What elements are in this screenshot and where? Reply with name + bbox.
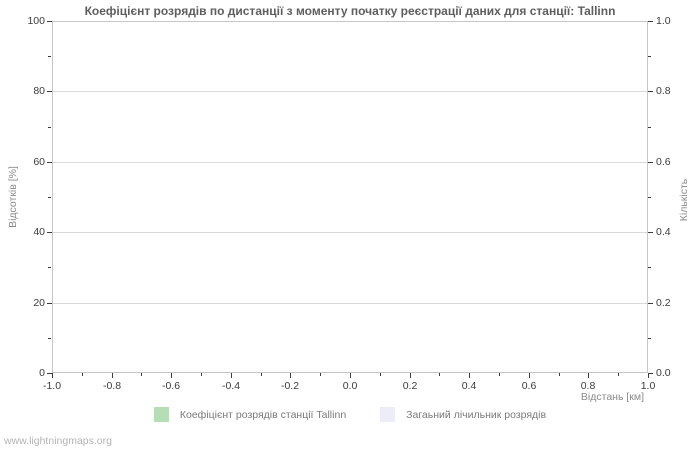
legend-item-total-counter: Загаьний лічильник розрядів xyxy=(380,407,546,422)
gridline-h xyxy=(53,91,647,92)
y-left-major-tick xyxy=(47,373,52,374)
y-left-major-tick xyxy=(47,162,52,163)
y-axis-left-label: Відсотків [%] xyxy=(7,166,19,228)
y-left-tick-label: 40 xyxy=(33,226,45,238)
x-major-tick xyxy=(231,373,232,378)
x-tick-label: -1.0 xyxy=(42,380,62,392)
y-left-major-tick xyxy=(47,91,52,92)
y-right-tick-label: 0.6 xyxy=(656,156,671,168)
x-axis-label: Відстань [км] xyxy=(580,391,644,403)
y-axis-right-label: Кількість xyxy=(678,178,690,222)
x-tick-label: 0.4 xyxy=(461,380,477,392)
legend-swatch-total-counter xyxy=(380,407,396,422)
gridline-h xyxy=(53,162,647,163)
y-left-major-tick xyxy=(47,232,52,233)
y-left-tick-label: 0 xyxy=(39,367,45,379)
x-minor-tick xyxy=(618,373,619,376)
y-right-tick-label: 0.0 xyxy=(656,367,671,379)
x-minor-tick xyxy=(559,373,560,376)
legend-swatch-coefficient xyxy=(153,407,169,422)
y-right-minor-tick xyxy=(648,127,651,128)
y-left-major-tick xyxy=(47,303,52,304)
y-right-tick-label: 1.0 xyxy=(656,15,671,27)
x-tick-label: 0.6 xyxy=(521,380,537,392)
x-minor-tick xyxy=(82,373,83,376)
x-major-tick xyxy=(588,373,589,378)
legend-item-coefficient: Коефіцієнт розрядів станції Tallinn xyxy=(153,407,347,422)
x-major-tick xyxy=(529,373,530,378)
y-left-minor-tick xyxy=(48,56,51,57)
y-left-minor-tick xyxy=(48,338,51,339)
gridline-h xyxy=(53,232,647,233)
x-minor-tick xyxy=(141,373,142,376)
x-tick-label: -0.4 xyxy=(221,380,241,392)
y-left-tick-label: 80 xyxy=(33,85,45,97)
x-tick-label: -0.8 xyxy=(102,380,122,392)
y-right-minor-tick xyxy=(648,56,651,57)
x-major-tick xyxy=(290,373,291,378)
gridline-h xyxy=(53,303,647,304)
y-left-tick-label: 100 xyxy=(27,15,45,27)
y-right-major-tick xyxy=(648,373,653,374)
y-right-minor-tick xyxy=(648,267,651,268)
chart-title: Коефіцієнт розрядів по дистанції з момен… xyxy=(84,4,616,18)
y-right-minor-tick xyxy=(648,338,651,339)
x-major-tick xyxy=(469,373,470,378)
legend-label-total-counter: Загаьний лічильник розрядів xyxy=(406,408,547,421)
y-right-major-tick xyxy=(648,232,653,233)
x-minor-tick xyxy=(201,373,202,376)
y-right-major-tick xyxy=(648,162,653,163)
y-left-minor-tick xyxy=(48,267,51,268)
x-major-tick xyxy=(350,373,351,378)
y-right-minor-tick xyxy=(648,197,651,198)
x-minor-tick xyxy=(380,373,381,376)
y-right-major-tick xyxy=(648,91,653,92)
x-minor-tick xyxy=(439,373,440,376)
x-tick-label: -0.2 xyxy=(280,380,300,392)
watermark: www.lightningmaps.org xyxy=(4,435,112,447)
y-left-tick-label: 60 xyxy=(33,156,45,168)
y-left-tick-label: 20 xyxy=(33,297,45,309)
y-right-major-tick xyxy=(648,21,653,22)
x-tick-label: 0.0 xyxy=(342,380,358,392)
y-left-minor-tick xyxy=(48,127,51,128)
x-major-tick xyxy=(171,373,172,378)
x-minor-tick xyxy=(261,373,262,376)
x-minor-tick xyxy=(320,373,321,376)
x-major-tick xyxy=(410,373,411,378)
x-tick-label: 0.8 xyxy=(580,380,596,392)
plot-area xyxy=(52,21,648,373)
x-tick-label: -0.6 xyxy=(161,380,181,392)
x-major-tick xyxy=(648,373,649,378)
x-major-tick xyxy=(112,373,113,378)
y-right-major-tick xyxy=(648,303,653,304)
x-minor-tick xyxy=(499,373,500,376)
y-right-tick-label: 0.8 xyxy=(656,85,671,97)
x-major-tick xyxy=(52,373,53,378)
y-left-major-tick xyxy=(47,21,52,22)
y-right-tick-label: 0.2 xyxy=(656,297,671,309)
y-left-minor-tick xyxy=(48,197,51,198)
legend: Коефіцієнт розрядів станції Tallinn Зага… xyxy=(0,407,700,422)
x-tick-label: 1.0 xyxy=(640,380,656,392)
x-tick-label: 0.2 xyxy=(402,380,418,392)
y-right-tick-label: 0.4 xyxy=(656,226,671,238)
legend-label-coefficient: Коефіцієнт розрядів станції Tallinn xyxy=(179,408,347,421)
